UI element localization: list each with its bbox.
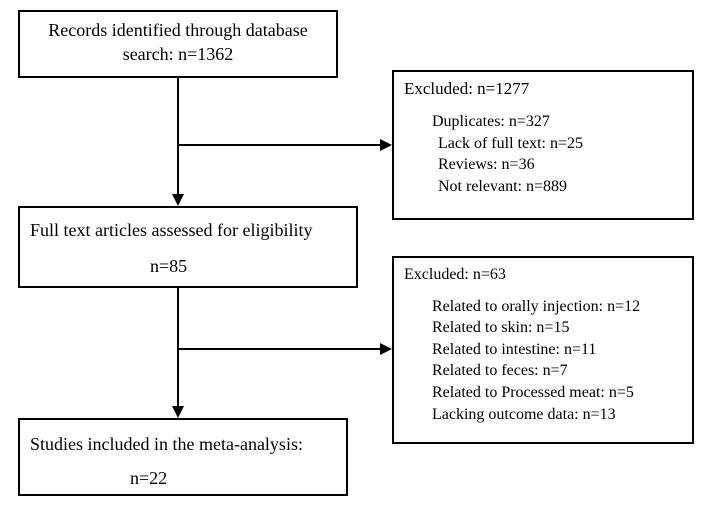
included-line1: Studies included in the meta-analysis:	[30, 432, 336, 456]
records-line2: search: n=1362	[30, 42, 326, 66]
records-line1: Records identified through database	[30, 18, 326, 42]
excluded2-item-4: Related to Processed meat: n=5	[404, 382, 682, 404]
fulltext-line1: Full text articles assessed for eligibil…	[30, 218, 346, 242]
excluded2-item-3: Related to feces: n=7	[404, 360, 682, 382]
spacer	[404, 101, 682, 111]
excluded2-item-5: Lacking outcome data: n=13	[404, 404, 682, 426]
excluded2-item-0: Related to orally injection: n=12	[404, 296, 682, 318]
arrow-fulltext-to-excluded2	[178, 343, 392, 355]
arrow-fulltext-to-included	[172, 288, 184, 418]
excluded2-item-1: Related to skin: n=15	[404, 317, 682, 339]
arrow-records-to-fulltext	[172, 78, 184, 206]
spacer	[404, 286, 682, 296]
fulltext-line2: n=85	[30, 254, 346, 278]
arrow-records-to-excluded1	[178, 139, 392, 151]
spacer	[30, 242, 346, 254]
excluded1-title: Excluded: n=1277	[404, 78, 682, 101]
node-fulltext: Full text articles assessed for eligibil…	[18, 206, 358, 288]
excluded2-item-2: Related to intestine: n=11	[404, 339, 682, 361]
excluded1-item-0: Duplicates: n=327	[404, 111, 682, 133]
node-records: Records identified through database sear…	[18, 10, 338, 78]
excluded1-item-1: Lack of full text: n=25	[404, 133, 682, 155]
excluded1-item-2: Reviews: n=36	[404, 154, 682, 176]
node-excluded-2: Excluded: n=63 Related to orally injecti…	[392, 256, 694, 444]
excluded2-title: Excluded: n=63	[404, 264, 682, 286]
node-included: Studies included in the meta-analysis: n…	[18, 418, 348, 496]
excluded1-item-3: Not relevant: n=889	[404, 176, 682, 198]
node-excluded-1: Excluded: n=1277 Duplicates: n=327 Lack …	[392, 70, 694, 220]
included-line2: n=22	[30, 466, 336, 490]
spacer	[30, 456, 336, 466]
